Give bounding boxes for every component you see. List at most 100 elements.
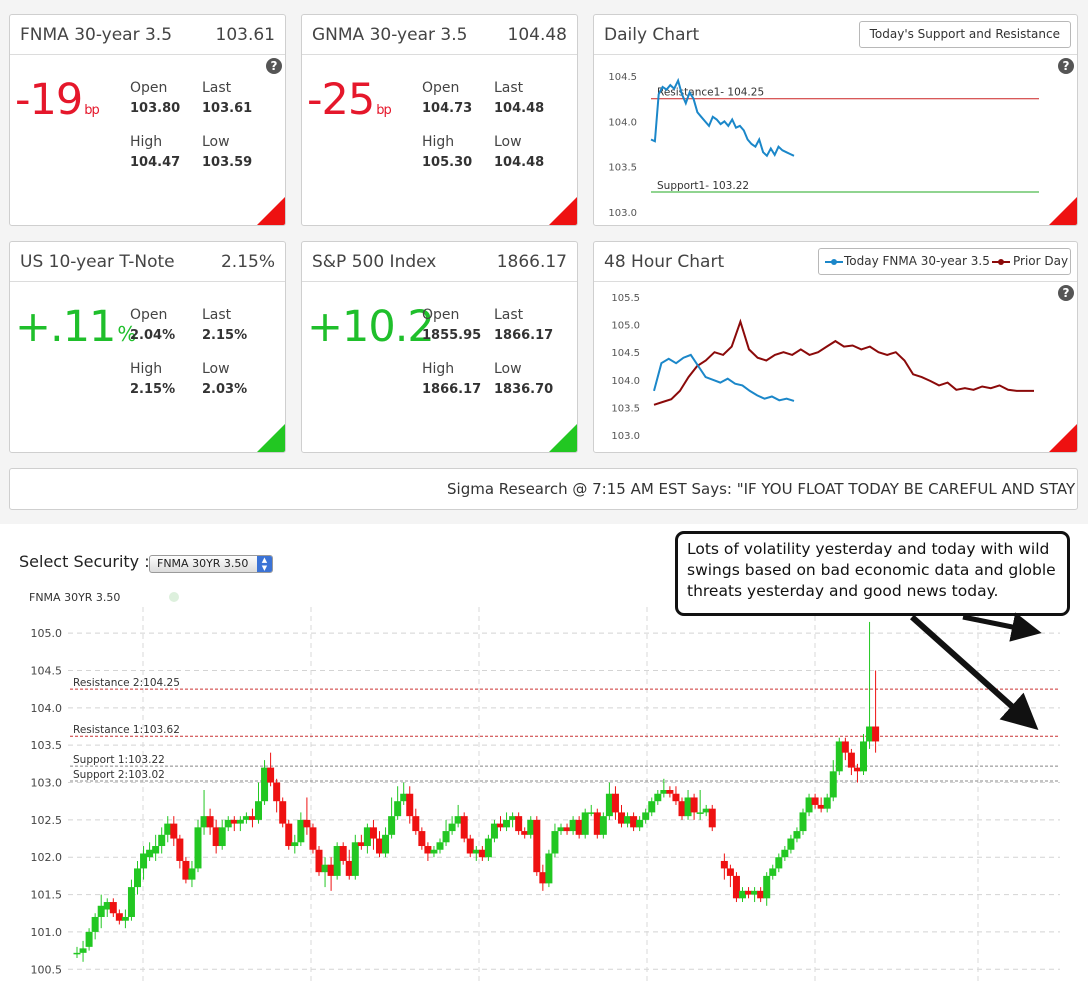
candle-body	[91, 916, 99, 932]
y-tick-label: 102.5	[31, 814, 63, 827]
candle-body	[79, 948, 87, 953]
annotation-text: Lots of volatility yesterday and today w…	[687, 540, 1056, 600]
gnma-card[interactable]: GNMA 30-year 3.5 104.48 -25 bp Open 104.7…	[301, 14, 578, 226]
sp500-card[interactable]: S&P 500 Index 1866.17 +10.2 Open 1855.95…	[301, 241, 578, 453]
candle-body	[127, 887, 135, 917]
status-dot-icon	[169, 592, 179, 602]
hour48-chart: 105.5 105.0 104.5 104.0 103.5 103.0	[611, 293, 1034, 442]
candle-body	[732, 875, 740, 899]
card-price: 1866.17	[496, 252, 567, 272]
y-tick-label: 103.0	[611, 431, 640, 442]
change-unit: bp	[84, 103, 99, 118]
candle-body	[176, 838, 184, 861]
low-label: Low	[494, 134, 522, 150]
change-value: +.11%	[15, 306, 136, 349]
candle-body	[73, 952, 81, 955]
candle-body	[654, 793, 662, 802]
candle-body	[823, 797, 831, 809]
trend-down-corner-icon	[257, 197, 285, 225]
card-header: FNMA 30-year 3.5 103.61	[10, 15, 285, 55]
candle-body	[242, 816, 250, 820]
open-label: Open	[130, 80, 168, 96]
candle-body	[406, 793, 414, 817]
y-tick-label: 105.0	[611, 320, 640, 331]
daily-chart: 104.5 104.0 103.5 103.0 Resistance1- 104.25 S…	[608, 72, 1039, 219]
candle-body	[593, 812, 601, 835]
open-value: 1855.95	[422, 328, 482, 343]
change-value: -25 bp	[307, 79, 392, 122]
support-2-label: Support 2:103.02	[73, 769, 165, 781]
candle-body	[726, 868, 734, 876]
y-tick-label: 102.0	[31, 851, 63, 864]
candle-body	[115, 913, 123, 921]
candle-body	[218, 827, 226, 847]
candle-body	[605, 793, 613, 817]
select-arrows-icon: ▲ ▼	[257, 556, 272, 572]
candle-body	[442, 831, 450, 843]
candle-body	[134, 868, 141, 888]
candle-body	[678, 801, 686, 817]
candle-body	[363, 827, 371, 847]
candle-body	[418, 831, 426, 847]
tnote-card[interactable]: US 10-year T-Note 2.15% +.11% Open 2.04%…	[9, 241, 286, 453]
candle-body	[158, 834, 166, 847]
support-label: Support1- 103.22	[657, 180, 749, 192]
security-select[interactable]: FNMA 30YR 3.50 ▲ ▼	[149, 555, 273, 573]
open-value: 104.73	[422, 101, 473, 116]
y-tick-label: 101.0	[31, 926, 63, 939]
candle-body	[648, 801, 656, 813]
low-value: 2.03%	[202, 382, 248, 397]
card-header: GNMA 30-year 3.5 104.48	[302, 15, 577, 55]
resistance-1-label: Resistance 1:103.62	[73, 724, 180, 736]
candle-body	[424, 846, 432, 854]
legend-prior-label[interactable]: Prior Day	[1013, 254, 1069, 268]
y-tick-label: 103.5	[608, 163, 637, 174]
candle-body	[466, 838, 474, 854]
candle-body	[587, 812, 595, 814]
y-tick-label: 104.5	[608, 72, 637, 83]
candle-body	[224, 819, 232, 828]
last-value: 2.15%	[202, 328, 248, 343]
news-ticker[interactable]: Sigma Research @ 7:15 AM EST Says: "IF Y…	[9, 468, 1078, 510]
candle-body	[460, 816, 468, 839]
candle-body	[569, 819, 577, 832]
candle-body	[369, 827, 377, 839]
change-number: +10.2	[307, 302, 435, 352]
low-value: 1836.70	[494, 382, 554, 397]
legend-today-label[interactable]: Today FNMA 30-year 3.5	[844, 254, 990, 268]
candle-body	[708, 808, 716, 828]
candle-body	[103, 902, 111, 910]
candle-body	[273, 782, 281, 802]
candle-body	[872, 726, 880, 742]
candle-body	[212, 827, 220, 847]
candle-body	[866, 726, 874, 742]
candle-body	[97, 905, 105, 917]
candle-body	[793, 831, 801, 839]
candle-body	[182, 860, 190, 880]
candle-body	[739, 890, 746, 899]
resistance-2-label: Resistance 2:104.25	[73, 677, 180, 689]
high-label: High	[422, 361, 455, 377]
open-label: Open	[130, 307, 168, 323]
candle-body	[436, 842, 444, 850]
change-value: -19 bp	[15, 79, 100, 122]
candle-body	[267, 767, 275, 783]
resistance-label: Resistance1- 104.25	[657, 87, 764, 99]
fnma-card[interactable]: FNMA 30-year 3.5 103.61 ? -19 bp Open 103…	[9, 14, 286, 226]
candle-body	[551, 831, 559, 854]
support-resistance-button[interactable]: Today's Support and Resistance	[858, 21, 1071, 48]
candle-body	[672, 793, 680, 802]
candle-body	[557, 827, 565, 832]
candle-body	[515, 816, 523, 832]
card-header: 48 Hour Chart Today FNMA 30-year 3.5 Pri…	[594, 242, 1077, 282]
high-value: 2.15%	[130, 382, 176, 397]
candle-body	[382, 834, 390, 854]
card-title: Daily Chart	[604, 25, 700, 45]
help-icon[interactable]: ?	[1058, 58, 1074, 74]
candle-body	[478, 849, 486, 858]
help-icon[interactable]: ?	[1058, 285, 1074, 301]
help-icon[interactable]: ?	[266, 58, 282, 74]
candle-body	[315, 849, 323, 873]
y-tick-label: 100.5	[31, 963, 63, 976]
change-number: -25	[307, 75, 375, 125]
